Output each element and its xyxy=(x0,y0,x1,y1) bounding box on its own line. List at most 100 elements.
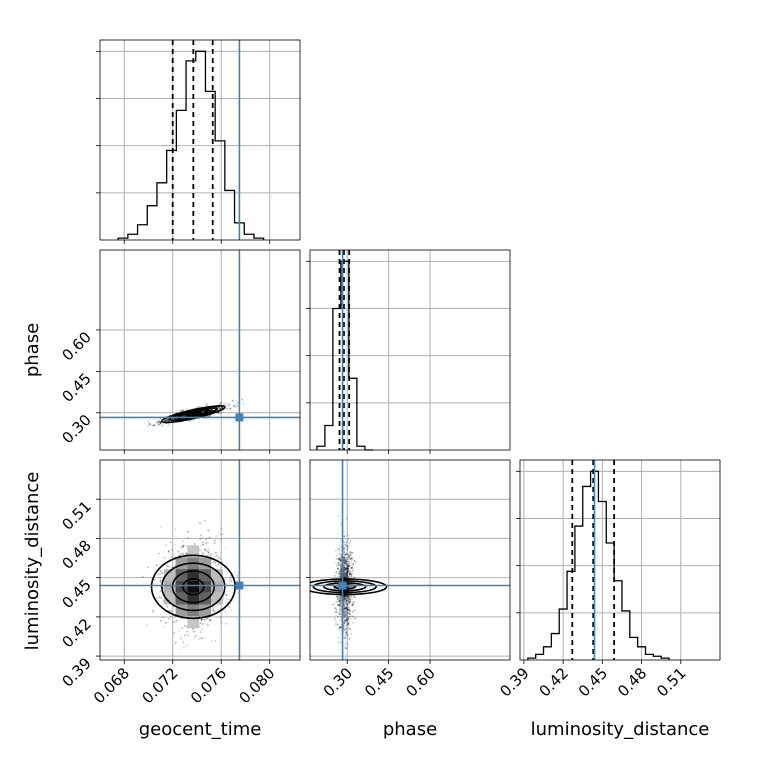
sample-point xyxy=(347,573,349,576)
sample-point xyxy=(335,572,338,574)
sample-point xyxy=(339,571,342,573)
sample-point xyxy=(345,619,347,621)
sample-point xyxy=(346,570,349,573)
sample-point xyxy=(152,609,154,612)
sample-point xyxy=(349,573,351,576)
sample-point xyxy=(339,599,342,602)
sample-point xyxy=(346,572,349,575)
sample-point xyxy=(340,560,343,563)
density-cell xyxy=(199,569,211,581)
sample-point xyxy=(336,567,339,570)
sample-point xyxy=(345,544,348,547)
sample-point xyxy=(340,568,342,571)
sample-point xyxy=(334,606,337,609)
sample-point xyxy=(346,566,349,569)
sample-point xyxy=(159,590,162,593)
sample-point xyxy=(346,546,349,548)
sample-point xyxy=(212,553,214,556)
sample-point xyxy=(349,609,352,612)
sample-point xyxy=(348,565,350,568)
sample-point xyxy=(350,573,352,576)
sample-point xyxy=(338,600,340,603)
sample-point xyxy=(343,556,346,558)
sample-point xyxy=(352,615,354,618)
sample-point xyxy=(344,559,347,562)
sample-point xyxy=(168,617,170,620)
sample-point xyxy=(171,417,174,420)
sample-point xyxy=(225,622,228,625)
sample-point xyxy=(348,608,351,611)
sample-point xyxy=(344,636,347,639)
sample-point xyxy=(347,607,350,609)
sample-point xyxy=(228,606,231,608)
sample-point xyxy=(346,548,348,551)
density-cell xyxy=(346,576,350,580)
sample-point xyxy=(339,602,342,605)
density-cell xyxy=(175,592,188,605)
sample-point xyxy=(350,552,352,555)
sample-point xyxy=(344,608,346,611)
sample-point xyxy=(147,420,149,422)
sample-point xyxy=(343,566,345,569)
sample-point xyxy=(217,563,220,566)
sample-point xyxy=(346,553,348,556)
sample-point xyxy=(343,574,345,577)
density-cell xyxy=(199,557,211,570)
sample-point xyxy=(181,545,184,547)
density-cell xyxy=(337,594,341,597)
sample-point xyxy=(347,622,350,625)
sample-point xyxy=(222,598,225,600)
sample-point xyxy=(167,423,170,426)
sample-point xyxy=(236,405,239,407)
sample-point xyxy=(345,600,347,603)
sample-point xyxy=(333,602,335,605)
sample-point xyxy=(174,528,177,531)
sample-point xyxy=(152,611,155,613)
sample-point xyxy=(339,599,342,602)
sample-point xyxy=(346,569,349,572)
sample-point xyxy=(345,560,347,562)
sample-point xyxy=(170,615,172,618)
sample-point xyxy=(333,617,336,620)
sample-point xyxy=(224,610,227,613)
panel-frame-geocent_time-luminosity_distance xyxy=(99,459,301,661)
sample-point xyxy=(339,570,342,573)
sample-point xyxy=(346,597,349,599)
sample-point xyxy=(338,600,341,603)
sample-point xyxy=(345,647,347,649)
sample-point xyxy=(345,612,347,615)
sample-point xyxy=(148,423,151,426)
sample-point xyxy=(343,560,345,563)
sample-point xyxy=(346,571,349,573)
sample-point xyxy=(339,573,342,575)
sample-point xyxy=(165,544,168,546)
sample-point xyxy=(207,537,210,539)
sample-point xyxy=(338,572,340,575)
sample-point xyxy=(345,573,348,576)
sample-point xyxy=(185,553,188,556)
sample-point xyxy=(216,551,219,554)
sample-point xyxy=(199,631,202,634)
sample-point xyxy=(347,554,350,556)
ytick-label-phase-2: 0.60 xyxy=(58,328,94,364)
xtick-label-geocent_time-3: 0.080 xyxy=(235,664,278,707)
sample-point xyxy=(340,570,343,573)
sample-point xyxy=(216,557,219,560)
sample-point xyxy=(349,615,352,618)
sample-point xyxy=(180,546,183,549)
sample-point xyxy=(199,538,201,540)
sample-point xyxy=(349,601,352,604)
sample-point xyxy=(352,595,355,598)
sample-point xyxy=(343,565,345,568)
sample-point xyxy=(339,605,342,608)
sample-point xyxy=(338,641,341,644)
sample-point xyxy=(177,550,180,553)
sample-point xyxy=(231,399,234,402)
sample-point xyxy=(153,424,156,427)
density-cell xyxy=(187,616,200,629)
sample-point xyxy=(232,404,235,407)
sample-point xyxy=(353,596,356,599)
sample-point xyxy=(155,425,158,427)
sample-point xyxy=(343,604,346,607)
sample-point xyxy=(334,561,336,564)
